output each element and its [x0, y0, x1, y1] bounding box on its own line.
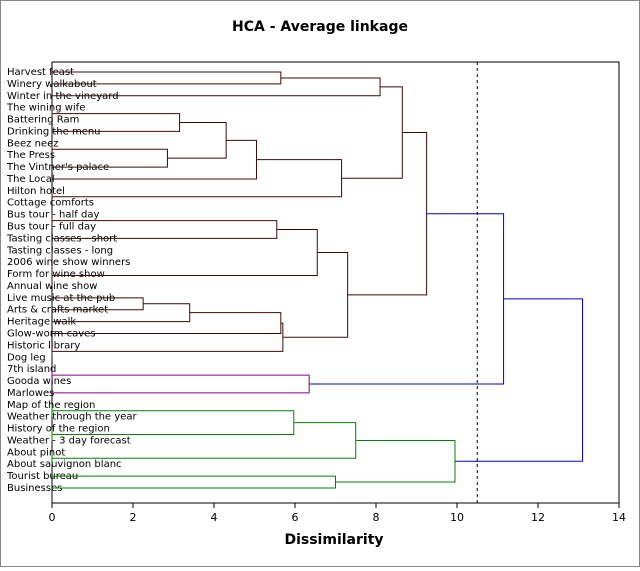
x-tick-label: 6: [292, 511, 299, 524]
leaf-label: The Press: [6, 150, 55, 161]
leaf-label: Tourist bureau: [6, 471, 78, 482]
x-tick-label: 0: [49, 511, 56, 524]
x-tick-label: 14: [612, 511, 626, 524]
leaf-label: The Local: [6, 174, 55, 185]
x-tick-label: 2: [130, 511, 137, 524]
leaf-label: Bus tour - half day: [7, 210, 99, 221]
leaf-label: 7th island: [7, 364, 56, 375]
leaf-label: History of the region: [7, 424, 110, 435]
leaf-label: Hilton hotel: [7, 186, 65, 197]
leaf-label: Businesses: [7, 483, 62, 494]
leaf-label: Form for wine show: [7, 269, 105, 280]
x-axis-label: Dissimilarity: [284, 532, 383, 548]
leaf-label: Heritage walk: [7, 317, 76, 328]
leaf-label: Battering Ram: [7, 115, 79, 126]
leaf-label: 2006 wine show winners: [7, 257, 130, 268]
x-tick-label: 10: [450, 511, 464, 524]
leaf-label: Map of the region: [7, 400, 95, 411]
leaf-label: Gooda wines: [7, 376, 71, 387]
leaf-label: Beez neez: [7, 138, 58, 149]
x-tick-label: 4: [211, 511, 218, 524]
leaf-label: Weather - 3 day forecast: [7, 435, 131, 446]
leaf-label: Winery walkabout: [7, 79, 97, 90]
leaf-label: Annual wine show: [7, 281, 97, 292]
leaf-label: Marlowes: [7, 388, 54, 399]
leaf-label: About pinot: [7, 447, 65, 458]
leaf-label: Dog leg: [7, 352, 46, 363]
leaf-label: Cottage comforts: [7, 198, 94, 209]
leaf-label: Glow-worm caves: [7, 328, 96, 339]
leaf-label: Tasting classes - long: [6, 245, 113, 256]
leaf-label: About sauvignon blanc: [7, 459, 122, 470]
leaf-label: Historic library: [7, 340, 80, 351]
merge: [454, 298, 584, 462]
x-tick-label: 8: [373, 511, 380, 524]
leaf-label: Harvest feast: [7, 67, 74, 78]
leaf-label: Bus tour - full day: [7, 222, 96, 233]
chart-title: HCA - Average linkage: [232, 19, 408, 35]
leaf-label: Weather through the year: [7, 412, 138, 423]
leaf-label: The wining wife: [6, 103, 85, 114]
x-tick-label: 12: [531, 511, 545, 524]
